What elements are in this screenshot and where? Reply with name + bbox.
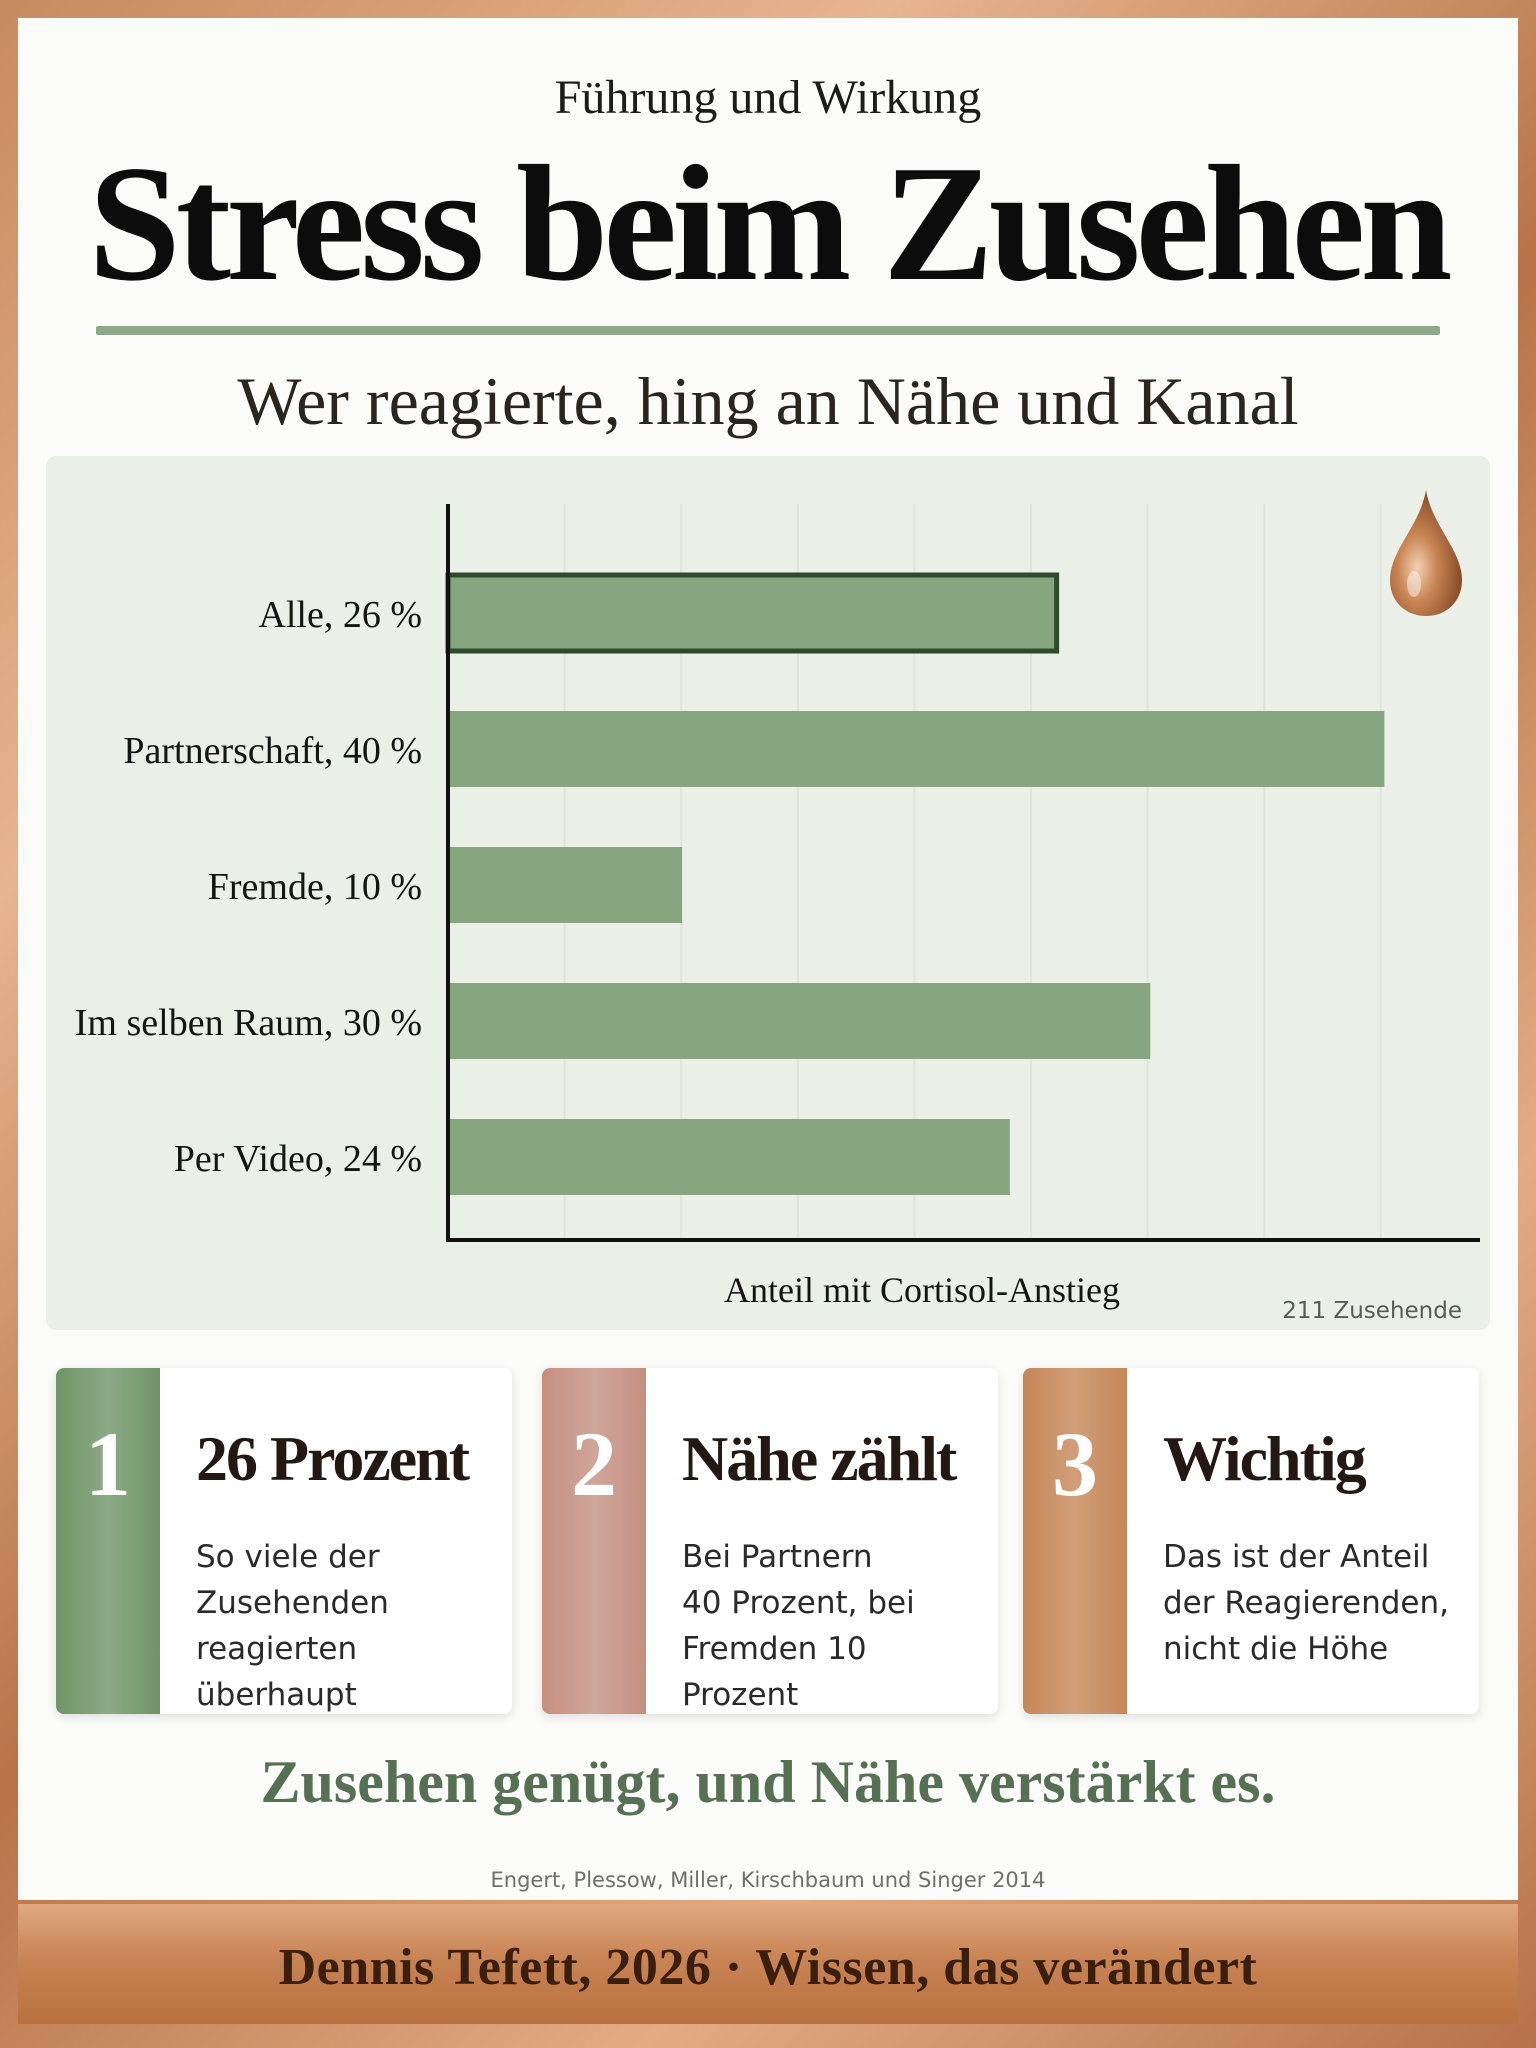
bar-chart: Alle, 26 % Partnerschaft, 40 % Fremde, 10 …	[75, 504, 1480, 1324]
bar-2	[448, 847, 683, 923]
card-2-title: Nähe zählt	[682, 1423, 957, 1494]
page-title: Stress beim Zusehen	[88, 131, 1452, 315]
card-1-number: 1	[85, 1413, 131, 1515]
category-label-0: Alle, 26 %	[258, 594, 422, 636]
card-2: 2 Nähe zählt Bei Partnern 40 Prozent, be…	[542, 1368, 998, 1714]
bar-4	[448, 1119, 1010, 1195]
card-3-band	[1023, 1368, 1127, 1714]
card-2-text: Bei Partnern 40 Prozent, bei Fremden 10 …	[682, 1539, 915, 1713]
poster: Führung und Wirkung Stress beim Zusehen …	[18, 18, 1518, 1900]
chart-panel: Alle, 26 % Partnerschaft, 40 % Fremde, 10 …	[46, 456, 1490, 1330]
category-label-3: Im selben Raum, 30 %	[75, 1002, 422, 1044]
card-2-number: 2	[571, 1413, 617, 1515]
card-3-number: 3	[1052, 1413, 1098, 1515]
bar-0	[445, 572, 1060, 654]
sample-size-note: 211 Zusehende	[1282, 1298, 1462, 1324]
card-1-text: So viele der Zusehenden reagierten überh…	[196, 1539, 389, 1713]
conclusion: Zusehen genügt, und Nähe verstärkt es.	[260, 1749, 1276, 1815]
subtitle: Wer reagierte, hing an Nähe und Kanal	[237, 363, 1299, 439]
category-label-2: Fremde, 10 %	[208, 866, 422, 908]
bar-3	[448, 983, 1151, 1059]
category-label-4: Per Video, 24 %	[174, 1138, 422, 1180]
card-3-title: Wichtig	[1163, 1423, 1367, 1494]
category-label-1: Partnerschaft, 40 %	[123, 730, 422, 772]
kicker: Führung und Wirkung	[554, 71, 982, 124]
citation: Engert, Plessow, Miller, Kirschbaum und …	[490, 1868, 1046, 1892]
title-divider	[96, 326, 1440, 335]
card-2-band	[542, 1368, 646, 1714]
bar-1	[448, 711, 1385, 787]
card-1-band	[56, 1368, 160, 1714]
footer-bar: Dennis Tefett, 2026 · Wissen, das veränd…	[18, 1904, 1518, 2024]
card-3-text: Das ist der Anteil der Reagierenden, nic…	[1163, 1539, 1449, 1667]
x-axis-label: Anteil mit Cortisol-Anstieg	[724, 1270, 1120, 1310]
drop-icon	[1390, 490, 1462, 616]
card-1-title: 26 Prozent	[196, 1423, 470, 1494]
card-1: 1 26 Prozent So viele der Zusehenden rea…	[56, 1368, 512, 1714]
card-3: 3 Wichtig Das ist der Anteil der Reagier…	[1023, 1368, 1479, 1714]
footer-text: Dennis Tefett, 2026 · Wissen, das veränd…	[278, 1939, 1258, 1996]
